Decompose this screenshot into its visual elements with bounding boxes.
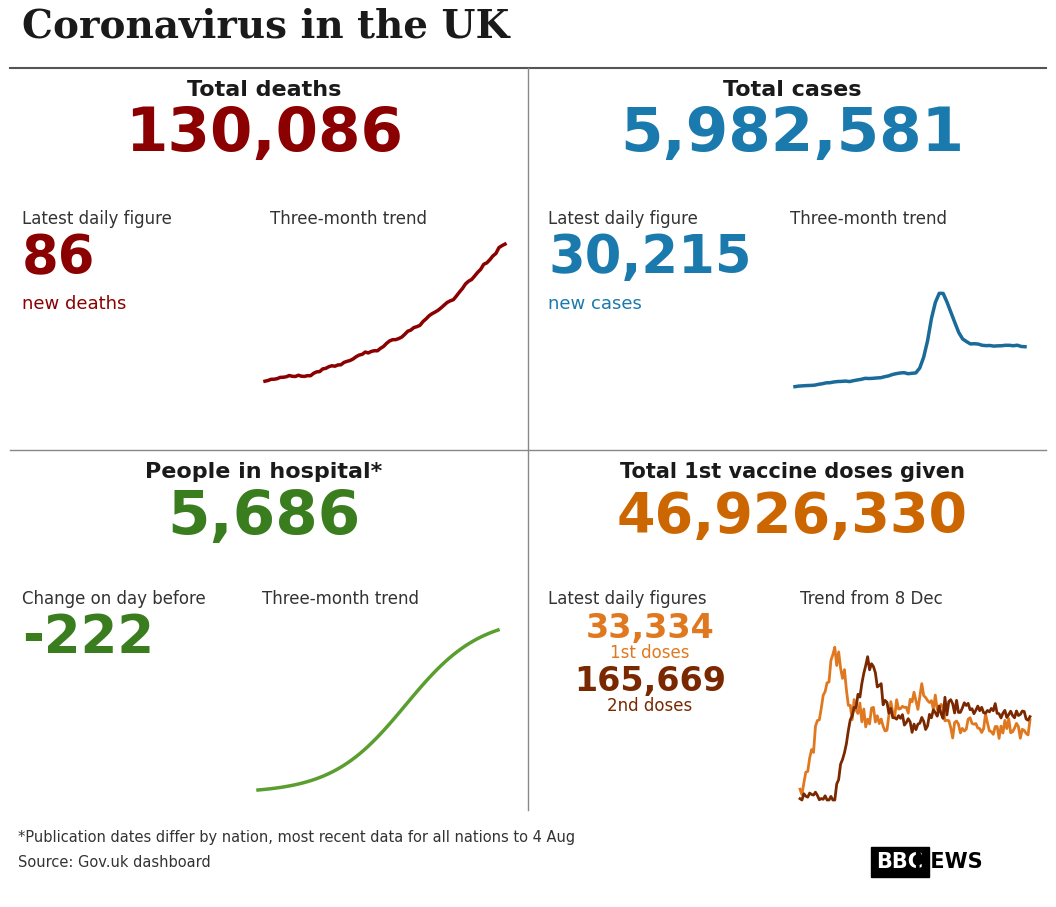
Text: 33,334: 33,334 <box>586 612 714 645</box>
Text: new cases: new cases <box>548 295 642 313</box>
Text: Trend from 8 Dec: Trend from 8 Dec <box>800 590 943 608</box>
Text: People in hospital*: People in hospital* <box>146 462 382 482</box>
Text: BBC: BBC <box>876 852 924 872</box>
Text: Latest daily figures: Latest daily figures <box>548 590 706 608</box>
Text: 30,215: 30,215 <box>548 232 752 284</box>
Text: new deaths: new deaths <box>22 295 127 313</box>
Text: 130,086: 130,086 <box>125 105 403 164</box>
Text: Three-month trend: Three-month trend <box>270 210 427 228</box>
Text: NEWS: NEWS <box>913 852 983 872</box>
Text: 2nd doses: 2nd doses <box>607 697 693 715</box>
Text: Latest daily figure: Latest daily figure <box>548 210 698 228</box>
Text: *Publication dates differ by nation, most recent data for all nations to 4 Aug: *Publication dates differ by nation, mos… <box>18 830 576 845</box>
Text: Total 1st vaccine doses given: Total 1st vaccine doses given <box>620 462 964 482</box>
Text: Total deaths: Total deaths <box>187 80 341 100</box>
Text: 165,669: 165,669 <box>574 665 727 698</box>
Text: Change on day before: Change on day before <box>22 590 206 608</box>
Text: Three-month trend: Three-month trend <box>262 590 419 608</box>
Text: Three-month trend: Three-month trend <box>790 210 947 228</box>
Text: Source: Gov.uk dashboard: Source: Gov.uk dashboard <box>18 855 211 870</box>
Text: Coronavirus in the UK: Coronavirus in the UK <box>22 8 509 46</box>
Text: -222: -222 <box>22 612 154 664</box>
Text: 46,926,330: 46,926,330 <box>617 490 967 544</box>
Text: Total cases: Total cases <box>722 80 862 100</box>
Text: 5,982,581: 5,982,581 <box>620 105 964 164</box>
Text: 5,686: 5,686 <box>167 488 361 547</box>
Text: Latest daily figure: Latest daily figure <box>22 210 172 228</box>
Text: 1st doses: 1st doses <box>610 644 690 662</box>
Text: 86: 86 <box>22 232 95 284</box>
